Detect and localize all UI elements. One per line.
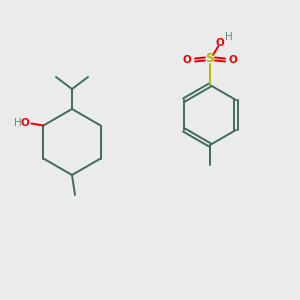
Text: H: H <box>225 32 233 42</box>
Text: S: S <box>206 52 214 65</box>
Text: O: O <box>20 118 29 128</box>
Text: H: H <box>14 118 21 128</box>
Text: O: O <box>229 55 237 65</box>
Text: O: O <box>216 38 225 48</box>
Text: O: O <box>183 55 191 65</box>
